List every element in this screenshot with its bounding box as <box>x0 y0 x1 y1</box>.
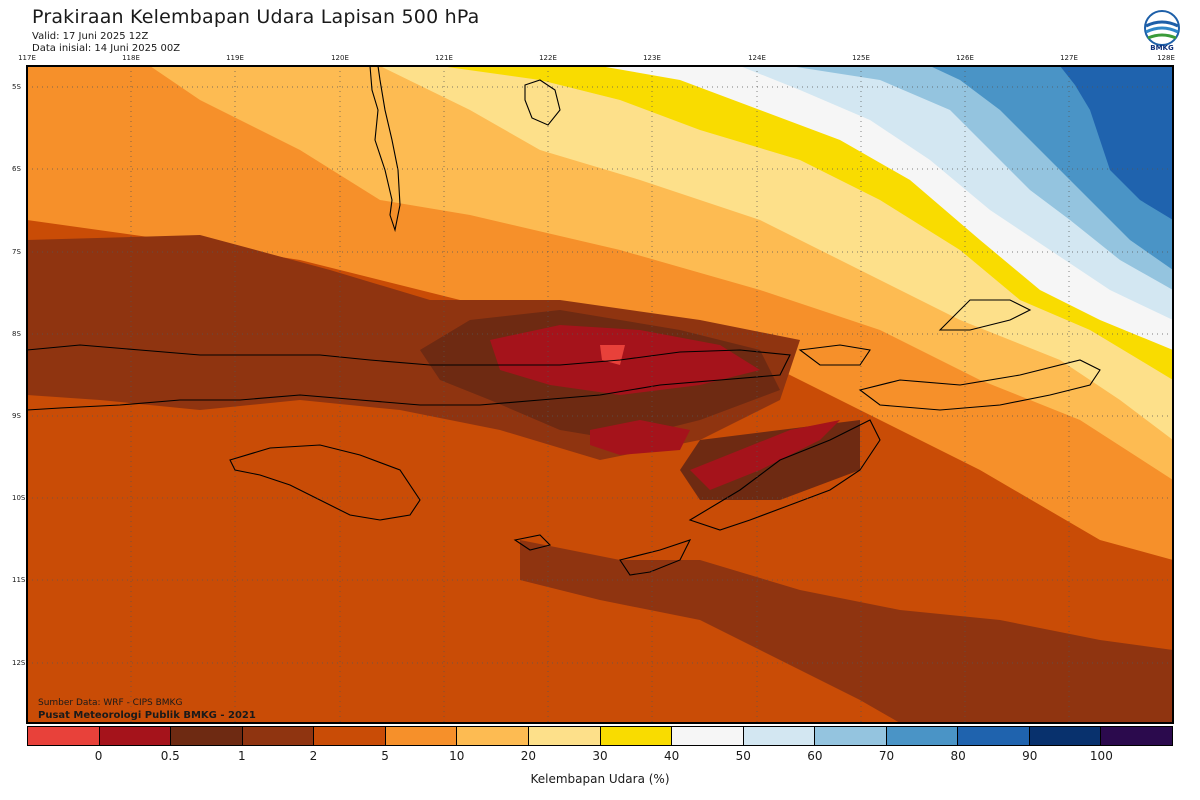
coastline-timor <box>688 419 881 531</box>
producer-credit: Pusat Meteorologi Publik BMKG - 2021 <box>38 710 256 721</box>
colorbar-swatch <box>958 727 1030 745</box>
colorbar-swatch <box>99 727 172 745</box>
colorbar-label: 40 <box>663 749 680 763</box>
lon-label: 120E <box>331 54 349 62</box>
lat-label: 12S <box>12 659 26 667</box>
colorbar-swatch <box>1029 727 1102 745</box>
coastline-tanimbar <box>858 359 1101 411</box>
coastline-savu <box>513 534 552 551</box>
colorbar-label: 50 <box>735 749 751 763</box>
humidity-band-05 <box>490 325 760 395</box>
colorbar-swatch <box>743 727 816 745</box>
valid-time: Valid: 17 Juni 2025 12Z <box>32 31 149 42</box>
colorbar <box>27 726 1173 746</box>
lon-label: 124E <box>748 54 766 62</box>
colorbar-swatch <box>242 727 315 745</box>
lon-label: 122E <box>539 54 557 62</box>
coastlines <box>27 66 1101 576</box>
lon-label: 123E <box>643 54 661 62</box>
colorbar-label: 100 <box>1089 749 1113 763</box>
lon-label: 127E <box>1060 54 1078 62</box>
lat-label: 8S <box>12 330 21 338</box>
colorbar-swatch <box>171 727 243 745</box>
colorbar-label: 30 <box>592 749 608 763</box>
coastline-alor <box>798 344 871 366</box>
colorbar-label: 1 <box>238 749 246 763</box>
colorbar-swatch <box>528 727 601 745</box>
colorbar-label: 70 <box>878 749 895 763</box>
humidity-band-2-south <box>520 540 1173 723</box>
lon-label: 121E <box>435 54 453 62</box>
colorbar-swatch <box>600 727 673 745</box>
colorbar-swatch <box>815 727 887 745</box>
lon-label: 117E <box>18 54 36 62</box>
coastline-rote <box>619 539 692 576</box>
coastline-wetar-area <box>938 299 1032 331</box>
graticule <box>27 66 1173 723</box>
lat-label: 5S <box>12 83 21 91</box>
lat-label: 7S <box>12 248 21 256</box>
lat-label: 11S <box>12 576 26 584</box>
coastline-sumba <box>229 444 421 521</box>
coastline-sulawesi <box>369 66 401 233</box>
colorbar-label: 80 <box>950 749 966 763</box>
colorbar-swatch <box>385 727 458 745</box>
lat-label: 6S <box>12 165 21 173</box>
lon-label: 126E <box>956 54 974 62</box>
colorbar-title: Kelembapan Udara (%) <box>530 772 670 786</box>
colorbar-label: 0.5 <box>160 749 180 763</box>
colorbar-swatch <box>886 727 959 745</box>
lat-label: 9S <box>12 412 21 420</box>
colorbar-swatch <box>28 727 100 745</box>
data-source: Sumber Data: WRF - CIPS BMKG <box>38 698 183 708</box>
lat-label: 10S <box>12 494 26 502</box>
initial-time: Data inisial: 14 Juni 2025 00Z <box>32 43 181 54</box>
bmkg-logo-icon <box>1144 10 1180 46</box>
humidity-band-90 <box>1060 66 1173 220</box>
lon-label: 118E <box>122 54 140 62</box>
map-frame <box>26 65 1174 724</box>
humidity-band-05b <box>590 420 690 455</box>
colorbar-label: 10 <box>449 749 465 763</box>
colorbar-swatch <box>1101 727 1172 745</box>
lon-label: 119E <box>226 54 244 62</box>
colorbar-label: 90 <box>1022 749 1038 763</box>
lon-label: 128E <box>1157 54 1175 62</box>
colorbar-swatch <box>314 727 386 745</box>
colorbar-label: 60 <box>807 749 823 763</box>
colorbar-label: 5 <box>381 749 389 763</box>
colorbar-label: 20 <box>520 749 537 763</box>
humidity-band-05c <box>690 420 840 490</box>
coastline-buton <box>524 79 561 126</box>
map-title: Prakiraan Kelembapan Udara Lapisan 500 h… <box>32 6 480 28</box>
colorbar-label: 2 <box>309 749 318 763</box>
colorbar-label: 0 <box>94 749 103 763</box>
logo-text: BMKG <box>1150 44 1174 52</box>
coastline-lombok-flores <box>27 344 791 411</box>
lon-label: 125E <box>852 54 870 62</box>
colorbar-swatch <box>457 727 529 745</box>
colorbar-swatch <box>672 727 744 745</box>
